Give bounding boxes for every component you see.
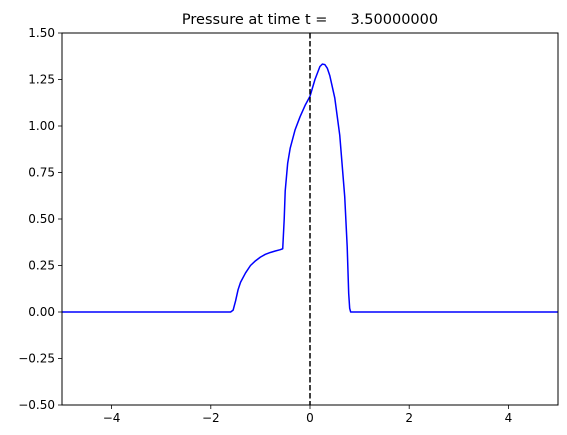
- x-tick-label: 4: [505, 411, 513, 425]
- y-tick-label: 0.50: [28, 212, 55, 226]
- x-tick-label: 0: [306, 411, 314, 425]
- x-tick-label: −4: [103, 411, 121, 425]
- x-tick-label: −2: [202, 411, 220, 425]
- y-tick-label: 1.25: [28, 73, 55, 87]
- y-tick-label: −0.25: [18, 352, 55, 366]
- chart-title: Pressure at time t = 3.50000000: [182, 12, 438, 28]
- x-tick-label: 2: [405, 411, 413, 425]
- y-tick-label: 1.50: [28, 26, 55, 40]
- y-tick-label: 0.75: [28, 166, 55, 180]
- plot-area: [62, 33, 558, 405]
- y-tick-label: 0.25: [28, 259, 55, 273]
- y-tick-label: 1.00: [28, 119, 55, 133]
- pressure-series-line: [62, 63, 558, 313]
- y-tick-label: −0.50: [18, 398, 55, 412]
- x-axis: −4 −2 0 2 4: [103, 405, 512, 425]
- y-axis: −0.50 −0.25 0.00 0.25 0.50 0.75 1.00 1.25 1.50: [18, 26, 62, 412]
- y-tick-label: 0.00: [28, 305, 55, 319]
